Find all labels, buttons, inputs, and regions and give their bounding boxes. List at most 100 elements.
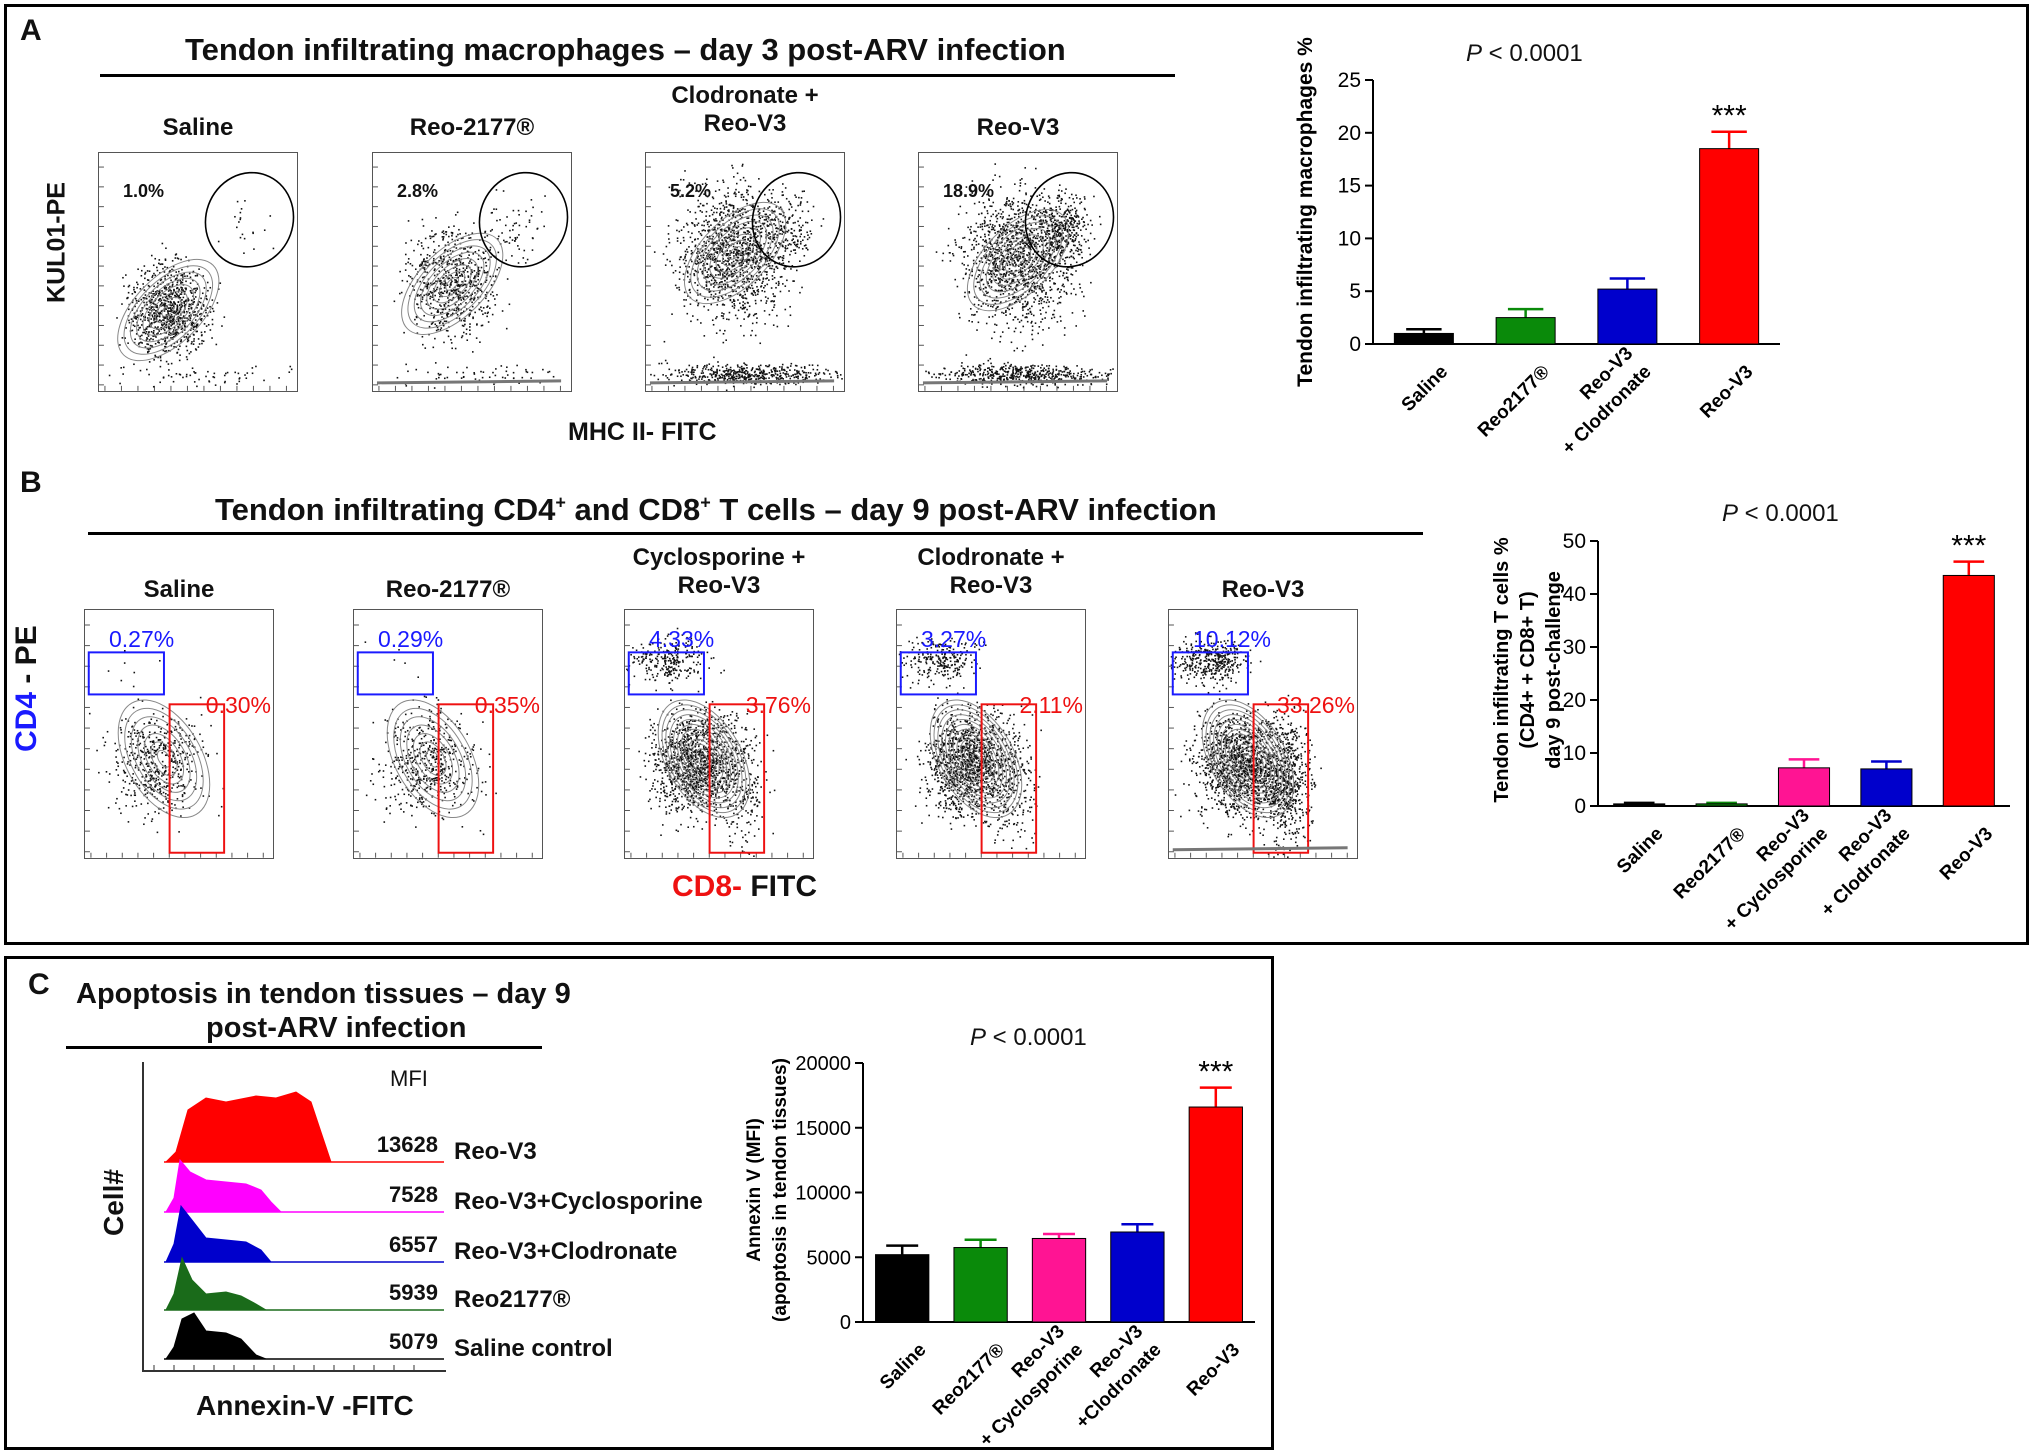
- flow-plot-group-name: Reo-V3: [949, 572, 1033, 599]
- cd8-gate: [1252, 703, 1310, 854]
- cd8-gate: [708, 703, 766, 854]
- tcell-flow-plot: 3.27% 2.11%: [896, 609, 1086, 859]
- gate-ellipse: [478, 171, 569, 268]
- tcell-flow-plot: 0.27% 0.30%: [84, 609, 274, 859]
- panel-b-title: Tendon infiltrating CD4+ and CD8+ T cell…: [215, 492, 1217, 527]
- y-tick-label: 5000: [807, 1247, 852, 1269]
- contour-lines: [117, 258, 220, 362]
- x-category-label: Reo2177®: [929, 1339, 1009, 1419]
- y-tick-label: 10000: [795, 1183, 851, 1205]
- y-axis-label-line: Tendon infiltrating macrophages %: [1294, 37, 1317, 387]
- gate-ellipse: [204, 171, 295, 268]
- flow-plot-svg: [625, 624, 804, 858]
- y-tick-label: 0: [1349, 333, 1361, 356]
- histogram-frame: [142, 1062, 446, 1372]
- gate-ellipse: [1024, 171, 1115, 268]
- baseline-events: [1172, 846, 1348, 852]
- flow-plot-group-name: Reo-V3: [677, 572, 761, 599]
- flow-plot-svg: [85, 624, 264, 858]
- panel-c-frame: [4, 956, 1274, 1450]
- histogram-group-label: Reo-V3: [454, 1138, 537, 1165]
- flow-plot-svg: [99, 166, 295, 391]
- y-tick-label: 30: [1563, 636, 1586, 659]
- contour-lines: [966, 209, 1070, 312]
- flow-plot-group-name: Reo-V3: [976, 114, 1060, 141]
- gate-percent: 2.8%: [397, 181, 439, 201]
- y-tick-label: 50: [1563, 530, 1586, 553]
- mfi-value: 13628: [376, 1132, 438, 1157]
- y-axis-label-line: (apoptosis in tendon tissues): [770, 1058, 791, 1322]
- flow-plot-group-name: Saline: [143, 576, 215, 603]
- baseline-events: [376, 379, 562, 385]
- flow-plot-group-name: Reo-2177®: [385, 576, 511, 603]
- flow-plot-group-name: Cyclosporine +: [632, 544, 806, 571]
- flow-plot-group-name: Reo-V3: [703, 110, 787, 137]
- bar: [1188, 1106, 1243, 1323]
- bar: [953, 1247, 1008, 1323]
- y-tick-label: 0: [840, 1312, 851, 1334]
- cd8-percent: 0.35%: [474, 692, 540, 718]
- tcell-flow-plot: 10.12% 33.26%: [1168, 609, 1358, 859]
- y-tick-label: 0: [1574, 795, 1586, 818]
- mfi-value: 5079: [389, 1329, 438, 1354]
- panel-c-pvalue: P < 0.0001: [970, 1024, 1087, 1051]
- bar: [1860, 768, 1913, 807]
- panel-b-x-axis-label: CD8- FITC: [672, 870, 818, 903]
- y-axis-label-line: (CD4+ + CD8+ T): [1517, 591, 1539, 748]
- histogram-group-label: Reo-V3+Cyclosporine: [454, 1188, 703, 1215]
- y-tick-label: 15: [1338, 175, 1361, 198]
- panel-ab-frame: [4, 4, 2029, 945]
- macrophage-flow-plot: 5.2%: [645, 152, 845, 392]
- flow-plot-group-name: Clodronate +: [917, 544, 1065, 571]
- cd8-percent: 2.11%: [1019, 692, 1083, 718]
- x-category-label: Reo-V3: [1183, 1339, 1244, 1400]
- mfi-value: 5939: [389, 1280, 438, 1305]
- y-tick-label: 20: [1338, 122, 1361, 145]
- flow-plot-header: Reo-2177®: [328, 576, 568, 604]
- panel-c-title-line1: Apoptosis in tendon tissues – day 9: [76, 978, 571, 1010]
- macrophage-flow-plot: 2.8%: [372, 152, 572, 392]
- cd8-percent: 0.30%: [205, 692, 271, 718]
- flow-plot-group-name: Reo-V3: [1221, 576, 1305, 603]
- panel-b-pvalue: P < 0.0001: [1722, 500, 1839, 527]
- flow-plot-header: Clodronate + Reo-V3: [871, 544, 1111, 600]
- cd4-gate: [356, 651, 434, 696]
- flow-plot-header: Saline: [59, 576, 299, 604]
- panel-a-x-axis-label: MHC II- FITC: [568, 418, 717, 446]
- panel-c-title-rule: [66, 1046, 542, 1049]
- significance-stars: ***: [1951, 530, 1986, 563]
- bar: [1699, 148, 1760, 345]
- bar: [875, 1254, 930, 1323]
- bar: [1110, 1231, 1165, 1323]
- y-tick-label: 15000: [795, 1118, 851, 1140]
- panel-a-title: Tendon infiltrating macrophages – day 3 …: [185, 32, 1066, 67]
- bar: [1613, 803, 1666, 807]
- flow-plot-svg: [1169, 624, 1348, 858]
- flow-plot-svg: [646, 163, 843, 391]
- baseline-events: [922, 379, 1108, 385]
- histogram-overlay: [153, 1091, 444, 1370]
- significance-stars: ***: [1198, 1056, 1233, 1089]
- histogram-group-label: Reo-V3+Clodronate: [454, 1238, 678, 1265]
- bar: [1942, 574, 1995, 807]
- panel-a-title-rule: [100, 74, 1175, 77]
- contour-lines: [684, 201, 787, 305]
- y-tick-label: 40: [1563, 583, 1586, 606]
- flow-plot-group-name: Clodronate +: [671, 82, 819, 109]
- mfi-value: 6557: [389, 1232, 438, 1257]
- cd8-percent: 33.26%: [1276, 692, 1355, 718]
- y-tick-label: 20000: [795, 1053, 851, 1075]
- panel-a-pvalue: P < 0.0001: [1466, 40, 1583, 67]
- x-category-label: Saline: [876, 1339, 930, 1393]
- panel-b-label: B: [20, 466, 42, 499]
- cd4-percent: 10.12%: [1193, 626, 1272, 652]
- histogram-curve: [165, 1204, 273, 1263]
- panel-c-x-axis-label: Annexin-V -FITC: [196, 1390, 414, 1421]
- y-tick-label: 10: [1563, 742, 1586, 765]
- y-axis-label-line: Tendon infiltrating T cells %: [1491, 537, 1513, 802]
- y-axis-label-line: Annexin V (MFI): [744, 1118, 765, 1262]
- flow-plot-svg: [897, 624, 1076, 858]
- x-category-label: Reo-V3+Clodronate: [1072, 1321, 1166, 1433]
- bar: [1597, 288, 1658, 345]
- gate-percent: 18.9%: [943, 181, 995, 201]
